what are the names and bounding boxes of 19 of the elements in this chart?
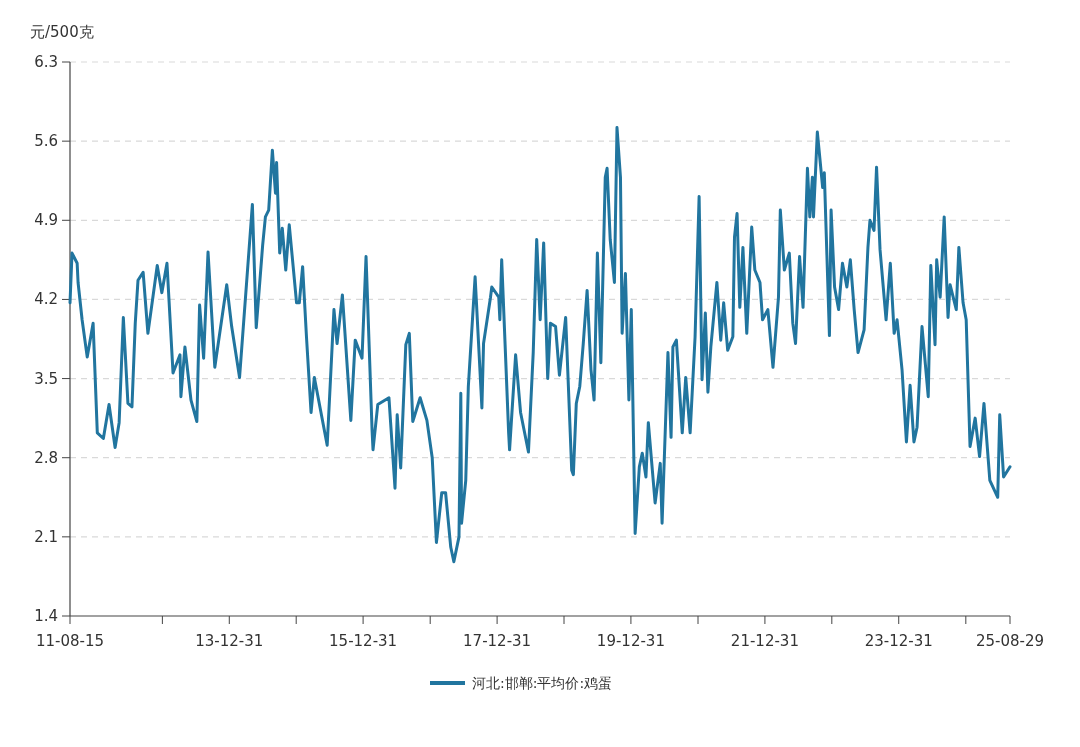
x-tick-label: 13-12-31 [195, 632, 264, 650]
y-tick-label: 4.2 [34, 290, 58, 309]
y-tick-label: 1.4 [34, 607, 58, 625]
x-tick-label: 19-12-31 [596, 632, 665, 650]
x-tick-label: 23-12-31 [864, 632, 933, 650]
y-tick-label: 4.9 [34, 211, 58, 230]
x-tick-label: 15-12-31 [329, 632, 398, 650]
x-tick-label: 11-08-15 [35, 632, 105, 650]
line-series [68, 126, 1012, 564]
y-tick-label: 3.5 [34, 369, 58, 388]
x-tick-label: 17-12-31 [463, 632, 532, 650]
legend-label: 河北:邯郸:平均价:鸡蛋 [472, 675, 613, 691]
y-tick-label: 2.1 [34, 527, 58, 546]
y-tick-label: 2.8 [34, 448, 58, 467]
y-axis-title: 元/500克 [30, 23, 94, 41]
x-tick-label: 21-12-31 [730, 632, 799, 650]
y-tick-label: 5.6 [34, 132, 58, 151]
x-tick-label: 25-08-29 [975, 632, 1045, 650]
y-tick-label: 6.3 [34, 53, 58, 71]
